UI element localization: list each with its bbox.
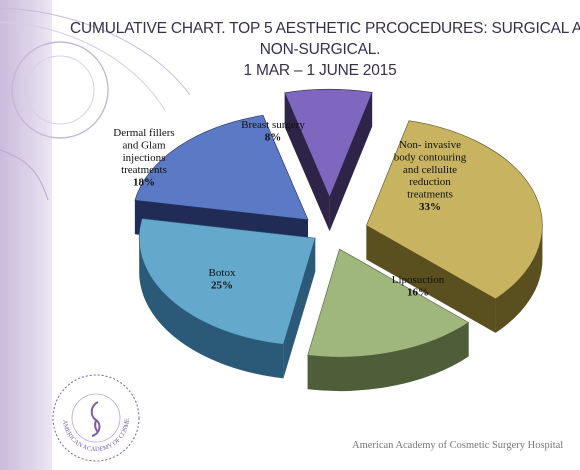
slice-percent-label: 33% <box>419 201 441 213</box>
logo-mark <box>90 401 101 437</box>
title-line-3: 1 MAR – 1 JUNE 2015 <box>243 62 397 79</box>
slice-side-wall <box>283 238 316 379</box>
slice-percent-label: 18% <box>133 177 155 189</box>
slice-label: and cellulite <box>403 164 457 176</box>
hospital-logo: AMERICAN ACADEMY OF COSMETIC SURGERY HOS… <box>50 372 140 462</box>
slice-side-wall <box>284 92 330 232</box>
slice-label: reduction <box>409 176 451 188</box>
slice-top-face <box>307 248 470 358</box>
slice-label: Non- invasive <box>399 139 461 151</box>
slice-label: treatments <box>121 164 167 176</box>
slice-top-face <box>138 218 316 345</box>
slice-side-wall <box>329 92 373 232</box>
slice-label: Dermal fillers <box>113 127 174 139</box>
slice-percent-label: 25% <box>211 279 233 291</box>
logo-text: AMERICAN ACADEMY OF COSMETIC SURGERY HOS… <box>50 372 131 453</box>
slice-outer-wall <box>495 225 543 333</box>
pie-slice <box>307 248 470 392</box>
slice-side-wall <box>366 225 496 333</box>
slice-label: Breast surgery <box>241 119 305 131</box>
left-decorative-band <box>0 0 52 470</box>
pie-slice <box>284 88 373 232</box>
chart-title: CUMULATIVE CHART. TOP 5 AESTHETIC PRCOCE… <box>70 18 580 81</box>
title-line-2: NON-SURGICAL. <box>259 41 381 58</box>
slice-label: Botox <box>209 267 236 279</box>
pie-slice <box>366 120 543 333</box>
footer-hospital-name: American Academy of Cosmetic Surgery Hos… <box>352 440 564 451</box>
slice-label: injections <box>123 152 166 164</box>
slice-top-face <box>366 120 543 300</box>
slice-percent-label: 16% <box>407 286 429 298</box>
slice-label: treatments <box>407 189 453 201</box>
slice-top-face <box>284 88 373 198</box>
pie-slice <box>134 115 309 254</box>
title-line-1: CUMULATIVE CHART. TOP 5 AESTHETIC PRCOCE… <box>70 20 580 37</box>
slice-outer-wall <box>307 322 469 392</box>
slice-percent-label: 8% <box>265 131 282 143</box>
slice-label: and Glam <box>122 139 166 151</box>
svg-text:AMERICAN ACADEMY OF COSMETIC S: AMERICAN ACADEMY OF COSMETIC SURGERY HOS… <box>50 372 131 453</box>
decorative-arcs <box>0 7 191 201</box>
slice-label: body contouring <box>394 151 467 163</box>
pie-slice <box>138 218 316 379</box>
slice-top-face <box>134 115 309 221</box>
slice-outer-wall <box>139 238 284 379</box>
slice-label: Liposuction <box>392 274 445 286</box>
